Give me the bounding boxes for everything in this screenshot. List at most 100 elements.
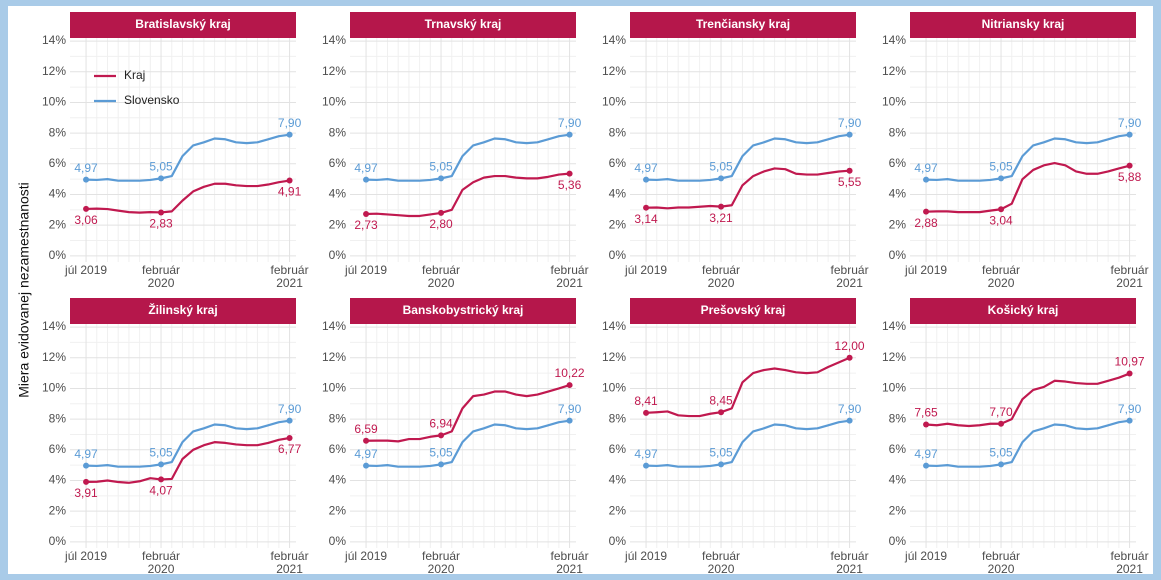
y-tick-label: 12% <box>882 64 906 78</box>
data-label: 3,06 <box>74 213 98 227</box>
y-tick-label: 2% <box>609 503 627 517</box>
point <box>286 417 293 424</box>
x-tick-label: júl 2019 <box>625 550 668 563</box>
panel-title-strip <box>70 12 296 38</box>
y-tick-label: 4% <box>609 187 627 201</box>
point <box>158 209 165 216</box>
y-tick-label: 0% <box>889 534 907 548</box>
y-axis-label: Miera evidovanej nezamestnanosti <box>16 182 32 398</box>
y-tick-label: 4% <box>609 473 627 487</box>
line <box>646 167 850 210</box>
x-tick-label-box: júl 2019 <box>625 264 668 277</box>
data-label: 4,91 <box>278 185 302 199</box>
y-tick-label: 2% <box>889 503 907 517</box>
data-label: 6,59 <box>354 422 378 436</box>
y-tick-label: 8% <box>329 411 347 425</box>
data-label: 3,14 <box>634 212 658 226</box>
panel: Trenčiansky kraj 0% 2% 4% 6% 8% 10% 12% 14% júl 2… <box>602 12 869 290</box>
x-tick-label-box: júl 2019 <box>65 550 107 563</box>
x-tick-label: február 2020 <box>982 550 1021 574</box>
panel-title: Trnavský kraj <box>425 17 502 31</box>
point <box>566 382 573 389</box>
line <box>86 419 290 468</box>
point <box>923 421 930 428</box>
data-label: 7,70 <box>989 405 1013 419</box>
y-tick-label: 14% <box>322 319 346 333</box>
y-tick-label: 4% <box>49 473 67 487</box>
x-tick-label-box: február 2021 <box>830 550 869 574</box>
x-tick-label: február 2020 <box>982 264 1021 290</box>
x-tick-label-box: júl 2019 <box>625 550 668 563</box>
point <box>363 210 370 217</box>
panel-title-strip <box>70 298 296 324</box>
panel-title: Nitriansky kraj <box>982 17 1065 31</box>
panel-title-strip <box>630 12 856 38</box>
data-label: 5,05 <box>989 446 1013 460</box>
point <box>998 420 1005 427</box>
data-label: 10,97 <box>1115 355 1145 369</box>
y-tick-label: 0% <box>889 248 907 262</box>
data-label: 4,97 <box>354 447 378 461</box>
point <box>438 175 445 182</box>
y-tick-label: 8% <box>49 125 67 139</box>
x-tick-label-box: júl 2019 <box>905 550 947 563</box>
y-tick-label: 14% <box>882 33 906 47</box>
line <box>366 384 570 443</box>
y-tick-label: 4% <box>49 187 67 201</box>
data-label: 7,90 <box>838 116 862 130</box>
panel: Nitriansky kraj 0% 2% 4% 6% 8% 10% 12% 14% júl 20… <box>882 12 1149 290</box>
x-tick-label: február 2021 <box>550 264 589 290</box>
y-tick-label: 14% <box>42 319 66 333</box>
data-label: 7,90 <box>1118 402 1142 416</box>
panel: Prešovský kraj 0% 2% 4% 6% 8% 10% 12% 14% júl 201… <box>602 298 869 574</box>
y-tick-label: 8% <box>49 411 67 425</box>
x-tick-label: február 2021 <box>830 550 869 574</box>
data-label: 2,88 <box>914 216 938 230</box>
x-tick-label: júl 2019 <box>905 264 948 277</box>
data-label: 5,05 <box>989 160 1013 174</box>
point <box>923 462 930 469</box>
point <box>846 354 853 361</box>
y-tick-label: 8% <box>609 411 627 425</box>
x-tick-label: február 2020 <box>702 264 741 290</box>
point <box>923 176 930 183</box>
y-tick-label: 2% <box>609 217 627 231</box>
x-tick-label: február 2020 <box>422 264 461 290</box>
y-tick-label: 10% <box>602 381 626 395</box>
data-label: 8,41 <box>634 394 658 408</box>
x-tick-label: február 2020 <box>142 264 181 290</box>
x-tick-label: február 2021 <box>830 264 869 290</box>
y-tick-label: 10% <box>42 381 66 395</box>
y-tick-label: 4% <box>889 187 907 201</box>
panel-title-strip <box>910 12 1136 38</box>
x-tick-label: február 2021 <box>550 550 589 574</box>
y-tick-label: 8% <box>609 125 627 139</box>
x-tick-label-box: júl 2019 <box>905 264 948 277</box>
panel: Bratislavský kraj 0% 2% 4% 6% 8% 10% 12% 14% júl … <box>42 12 309 290</box>
x-tick-label-box: február 2020 <box>422 550 460 574</box>
x-tick-label: február 2020 <box>142 550 181 574</box>
data-label: 5,05 <box>149 160 173 174</box>
data-label: 4,97 <box>354 161 378 175</box>
y-tick-label: 6% <box>49 156 67 170</box>
y-tick-label: 6% <box>609 156 627 170</box>
data-label: 7,90 <box>278 402 302 416</box>
y-tick-label: 6% <box>329 442 347 456</box>
data-label: 7,90 <box>1118 116 1142 130</box>
y-tick-label: 0% <box>329 248 347 262</box>
point <box>566 131 573 138</box>
legend-label: Kraj <box>124 68 145 82</box>
data-label: 5,55 <box>838 175 862 189</box>
x-tick-label-box: február 2021 <box>1111 550 1149 574</box>
line <box>86 133 290 182</box>
legend-label: Slovensko <box>124 93 180 107</box>
x-tick-label: júl 2019 <box>625 264 668 277</box>
line <box>926 133 1130 182</box>
point <box>158 175 165 182</box>
x-tick-label-box: február 2021 <box>550 550 589 574</box>
x-tick-label-box: február 2021 <box>1111 264 1149 290</box>
point <box>363 462 370 469</box>
point <box>846 417 853 424</box>
y-tick-label: 6% <box>609 442 627 456</box>
y-tick-label: 12% <box>882 350 906 364</box>
